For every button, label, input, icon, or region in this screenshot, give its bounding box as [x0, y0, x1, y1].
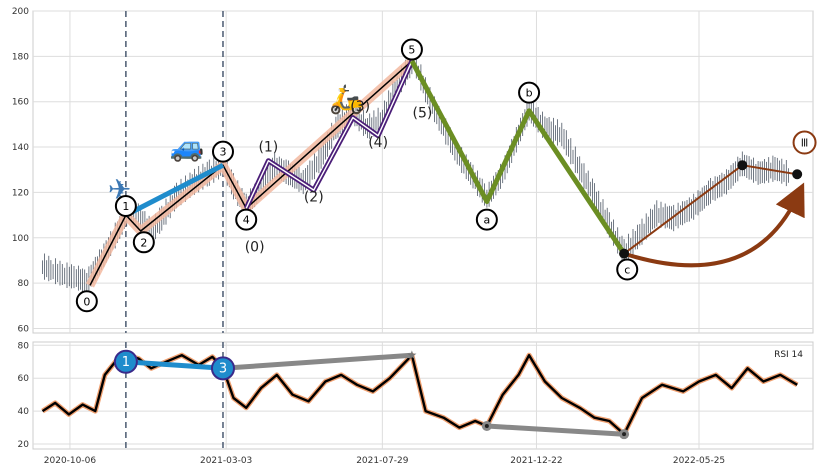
- price-blue-link-line: [124, 162, 225, 218]
- rsi-rsi-grey-low-line: [486, 423, 625, 437]
- rsi-grey-point-dot: [484, 423, 489, 428]
- price-wave-marker: 0: [83, 295, 90, 308]
- price-wave-marker: Ⅲ: [801, 137, 809, 150]
- price-y-tick-label: 180: [12, 52, 29, 62]
- price-wave-marker: 5: [408, 44, 415, 57]
- price-y-tick-label: 140: [12, 143, 29, 153]
- price-y-tick-label: 200: [12, 7, 29, 17]
- price-correction-line: [409, 59, 627, 255]
- price-brown-point: [737, 160, 748, 171]
- x-tick-label: 2022-05-25: [673, 456, 725, 466]
- rsi-grey-star-marker: ★: [407, 348, 418, 362]
- price-wave-marker: a: [483, 214, 490, 227]
- price-wave-marker-circle: [114, 195, 137, 218]
- price-wave-marker: 3: [219, 146, 226, 159]
- price-y-tick-label: 100: [12, 234, 29, 244]
- rsi-wave-marker-circle: [210, 356, 235, 381]
- price-wave-marker-circle: [132, 231, 155, 254]
- price-wave-label: (0): [245, 239, 265, 255]
- price-wave-marker: 1: [122, 200, 129, 213]
- x-tick-label: 2021-12-22: [510, 456, 562, 466]
- x-tick-label: 2021-07-29: [356, 456, 409, 466]
- price-y-tick-label: 80: [18, 279, 30, 289]
- price-y-tick-label: 60: [18, 324, 30, 334]
- price-wave-label: (4): [368, 135, 388, 151]
- price-wave-label: (5): [413, 106, 433, 122]
- rsi-wave-marker: 3: [219, 361, 227, 376]
- price-brown-point: [792, 169, 803, 180]
- rsi-wave-marker-circle: [113, 349, 138, 374]
- price-impulse-line: [89, 60, 413, 286]
- price-brown-curved-arrow: [623, 182, 805, 268]
- rsi-panel: 20 40 60 80 ★ 1 3 2020-10-06 2021-03-03 2021-07-2…: [18, 341, 814, 466]
- price-sub-wave-inner: [245, 60, 413, 209]
- price-wave-marker-circle: [792, 130, 817, 155]
- rsi-rsi-grey-high-line: [222, 352, 413, 371]
- rsi-wave-marker: 1: [122, 355, 130, 370]
- scooter-icon: 🛵: [329, 83, 364, 116]
- x-tick-label: 2021-03-03: [200, 456, 252, 466]
- price-panel: 6080100120140160180200✈🚙🛵012345abc(1)(2)…: [12, 7, 817, 334]
- price-wave-marker: 4: [243, 214, 250, 227]
- price-wave-label: (2): [304, 189, 324, 205]
- rsi-legend-label: RSI 14: [774, 350, 803, 360]
- price-wave-marker-circle: [400, 38, 423, 61]
- price-wave-marker-circle: [616, 258, 639, 281]
- price-wave-marker-circle: [235, 208, 258, 231]
- price-wave-marker-circle: [518, 81, 541, 104]
- price-wave-marker: 2: [140, 236, 147, 249]
- price-wave-label: (3): [350, 99, 370, 115]
- price-wave-marker: b: [526, 87, 533, 100]
- price-wave-marker: c: [624, 264, 630, 277]
- price-y-tick-label: 160: [12, 98, 29, 108]
- car-icon: 🚙: [170, 130, 205, 163]
- rsi-rsi-blue-line: [125, 359, 224, 371]
- price-wave-marker-circle: [475, 208, 498, 231]
- price-wave-marker-circle: [211, 140, 234, 163]
- rsi-y-tick-label: 20: [18, 440, 30, 450]
- rsi-y-tick-label: 80: [18, 341, 30, 351]
- price-wave-label: (1): [258, 140, 278, 156]
- price-brown-point: [619, 248, 630, 259]
- price-frame: [32, 10, 814, 334]
- price-wave-marker-circle: [75, 290, 98, 313]
- rsi-y-tick-label: 40: [18, 407, 30, 417]
- rsi-grey-point-dot: [622, 432, 627, 437]
- price-y-tick-label: 120: [12, 188, 29, 198]
- rsi-y-tick-label: 60: [18, 374, 30, 384]
- x-tick-label: 2020-10-06: [44, 456, 97, 466]
